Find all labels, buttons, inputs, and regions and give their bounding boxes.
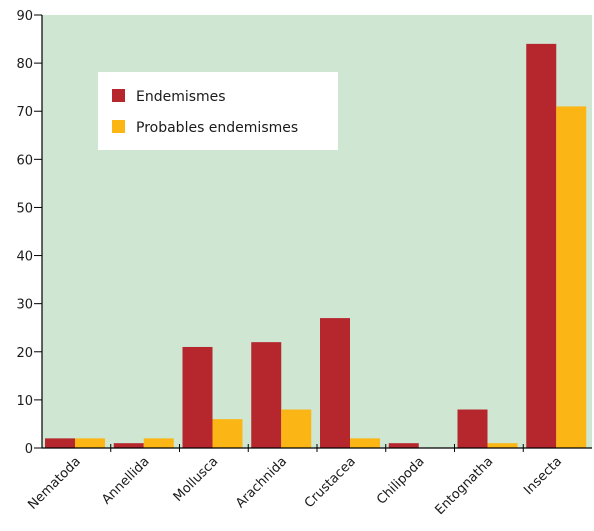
bar bbox=[75, 438, 105, 448]
bar bbox=[182, 346, 213, 448]
y-tick-label: 20 bbox=[16, 346, 33, 361]
legend-swatch-probables-endemismes bbox=[112, 120, 125, 133]
bar bbox=[45, 438, 75, 448]
bar bbox=[526, 43, 557, 448]
x-tick-label: Nematoda bbox=[25, 454, 83, 512]
y-tick-label: 30 bbox=[16, 298, 33, 313]
x-tick-label: Chilipoda bbox=[374, 454, 427, 507]
bar bbox=[457, 409, 488, 448]
legend-box bbox=[98, 72, 338, 150]
x-tick-label: Mollusca bbox=[171, 454, 222, 505]
bar bbox=[281, 409, 312, 448]
bar bbox=[350, 438, 380, 448]
bar bbox=[487, 443, 518, 448]
y-tick-label: 60 bbox=[16, 153, 33, 168]
bar bbox=[388, 443, 419, 448]
x-tick-label: Crustacea bbox=[302, 454, 359, 511]
bar bbox=[320, 318, 350, 448]
x-tick-label: Insecta bbox=[521, 454, 565, 498]
y-tick-label: 80 bbox=[16, 57, 33, 72]
y-tick-label: 50 bbox=[16, 201, 33, 216]
bar bbox=[251, 342, 282, 448]
x-tick-labels: Nematoda Annellida Mollusca Arachnida Crusta… bbox=[25, 454, 565, 518]
y-tick-label: 0 bbox=[25, 442, 33, 457]
legend: Endemismes Probables endemismes bbox=[98, 72, 338, 150]
y-tick-label: 90 bbox=[16, 9, 33, 24]
legend-label-probables-endemismes: Probables endemismes bbox=[136, 120, 298, 136]
bar bbox=[113, 443, 144, 448]
y-tick-label: 40 bbox=[16, 250, 33, 265]
bar bbox=[556, 106, 587, 449]
bar bbox=[212, 419, 243, 448]
bars bbox=[45, 43, 587, 449]
x-tick-label: Entognatha bbox=[433, 454, 497, 518]
y-tick-label: 10 bbox=[16, 394, 33, 409]
y-tick-labels: 0 10 20 30 40 50 60 70 80 90 bbox=[16, 9, 33, 457]
x-tick-label: Annellida bbox=[99, 454, 152, 507]
legend-swatch-endemismes bbox=[112, 89, 125, 102]
y-tick-label: 70 bbox=[16, 105, 33, 120]
bar bbox=[143, 438, 174, 448]
x-tick-label: Arachnida bbox=[233, 454, 290, 511]
y-ticks bbox=[34, 14, 42, 449]
legend-label-endemismes: Endemismes bbox=[136, 89, 226, 105]
